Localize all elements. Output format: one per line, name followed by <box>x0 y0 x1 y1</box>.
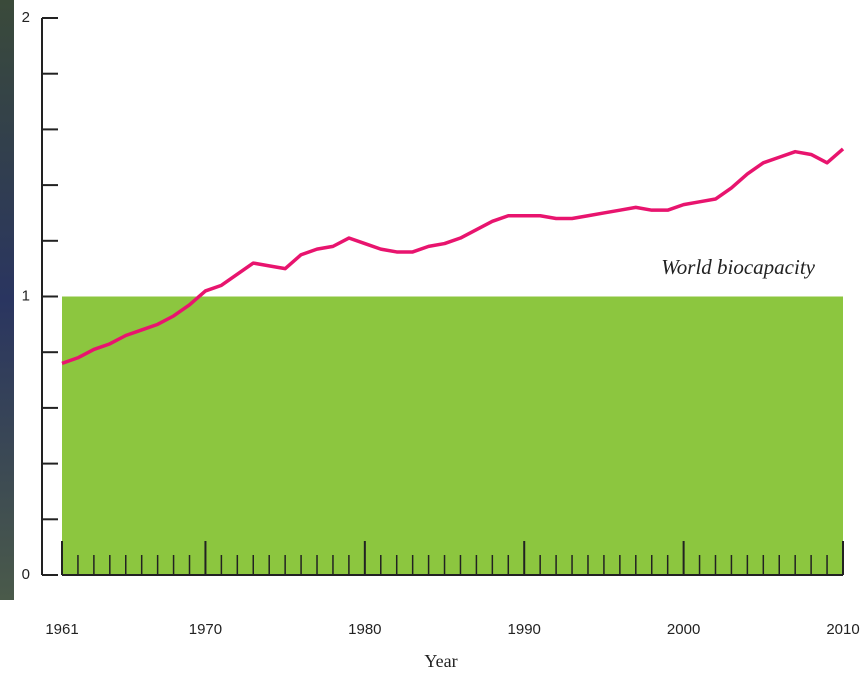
x-tick-label: 2000 <box>667 621 700 638</box>
x-axis-label: Year <box>424 651 457 671</box>
x-tick-label: 1990 <box>508 621 541 638</box>
background-photo <box>0 0 14 600</box>
x-tick-label: 1970 <box>189 621 222 638</box>
y-tick-label: 1 <box>22 287 30 304</box>
chart: Year World biocapacity 0 1 2 1961 1970 1980 199… <box>0 0 864 675</box>
annotation: World biocapacity <box>661 255 815 279</box>
x-tick-label: 1980 <box>348 621 381 638</box>
x-tick-label: 2010 <box>826 621 859 638</box>
x-tick-label: 1961 <box>45 621 78 638</box>
y-tick-label: 0 <box>22 566 30 583</box>
biocapacity-area <box>62 297 843 576</box>
y-tick-label: 2 <box>22 9 30 26</box>
